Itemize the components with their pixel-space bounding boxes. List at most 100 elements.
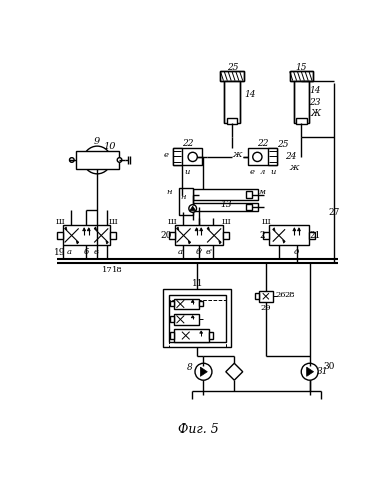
Polygon shape (191, 315, 194, 318)
Bar (259, 291, 273, 302)
Text: в: в (93, 249, 98, 256)
Text: д: д (294, 249, 299, 256)
Bar (269, 226, 309, 246)
Bar (223, 233, 229, 239)
Bar (174, 329, 209, 342)
Bar (57, 233, 63, 239)
Bar (255, 293, 259, 299)
Polygon shape (207, 227, 210, 230)
Bar (76, 151, 119, 169)
Circle shape (195, 363, 212, 380)
Bar (224, 81, 240, 123)
Polygon shape (76, 241, 79, 244)
Bar (175, 226, 223, 246)
Bar (248, 148, 277, 165)
Text: 20: 20 (160, 231, 171, 240)
Text: 11: 11 (192, 279, 203, 288)
Text: 17: 17 (102, 266, 113, 274)
Polygon shape (200, 367, 207, 376)
Text: Ш: Ш (168, 218, 176, 226)
Text: н: н (166, 188, 171, 196)
Bar (246, 204, 252, 210)
Bar (227, 118, 237, 124)
Text: Ж: Ж (290, 164, 299, 172)
Text: 23: 23 (309, 98, 321, 107)
Polygon shape (199, 228, 203, 231)
Bar (263, 233, 269, 239)
Bar (246, 191, 252, 199)
Bar (209, 332, 213, 339)
Text: 21: 21 (310, 231, 321, 240)
Bar (220, 71, 244, 81)
Text: Ш: Ш (222, 218, 230, 226)
Bar (174, 298, 199, 309)
Text: в': в' (206, 249, 213, 256)
Text: 2: 2 (259, 231, 265, 240)
Polygon shape (188, 241, 191, 244)
Text: н: н (181, 193, 186, 201)
Text: л: л (260, 168, 265, 176)
Text: 22: 22 (182, 139, 193, 148)
Text: 13: 13 (221, 200, 232, 209)
Polygon shape (195, 228, 198, 231)
Text: 15: 15 (296, 63, 307, 72)
Text: Ш: Ш (108, 218, 117, 226)
Bar (170, 301, 174, 306)
Text: 8: 8 (187, 363, 192, 372)
Bar (174, 314, 199, 325)
Polygon shape (106, 241, 108, 244)
Circle shape (117, 158, 122, 162)
Text: 31: 31 (317, 367, 329, 376)
Circle shape (188, 152, 197, 162)
Text: 19: 19 (54, 248, 65, 257)
Polygon shape (190, 206, 196, 211)
Polygon shape (283, 240, 285, 243)
Circle shape (253, 152, 262, 162)
Text: б': б' (196, 249, 203, 256)
Circle shape (301, 363, 318, 380)
Bar (199, 301, 203, 306)
Polygon shape (101, 154, 109, 166)
Bar (169, 295, 226, 342)
Text: 25: 25 (227, 63, 239, 72)
Text: Ш: Ш (56, 218, 65, 226)
Bar (163, 289, 231, 347)
Bar (179, 188, 193, 215)
Polygon shape (298, 228, 300, 231)
Circle shape (83, 146, 111, 174)
Polygon shape (177, 227, 179, 230)
Bar (268, 148, 277, 165)
Text: 14: 14 (244, 90, 255, 99)
Text: м: м (258, 188, 265, 196)
Bar (290, 71, 313, 81)
Text: Ж: Ж (233, 151, 242, 159)
Bar (294, 81, 309, 123)
Text: 27: 27 (329, 208, 340, 217)
Bar (170, 316, 174, 322)
Text: е: е (249, 168, 255, 176)
Text: Фиг. 5: Фиг. 5 (178, 423, 219, 436)
Text: Ж: Ж (310, 109, 320, 118)
Polygon shape (86, 154, 94, 166)
Circle shape (69, 158, 74, 162)
Text: е: е (164, 151, 169, 159)
Polygon shape (199, 331, 203, 333)
Bar (193, 203, 258, 211)
Bar (173, 148, 202, 165)
Text: б: б (84, 249, 89, 256)
Polygon shape (307, 367, 314, 376)
Circle shape (189, 205, 197, 213)
Text: 14: 14 (309, 86, 321, 95)
Text: 10: 10 (103, 142, 116, 151)
Bar (63, 226, 109, 246)
Text: 22: 22 (257, 139, 268, 148)
Text: 29: 29 (260, 304, 271, 312)
Text: 30: 30 (323, 362, 335, 371)
Bar (296, 118, 307, 124)
Text: и: и (270, 168, 275, 176)
Text: а: а (67, 249, 72, 256)
Bar (169, 300, 226, 347)
Bar (193, 189, 258, 200)
Polygon shape (273, 228, 275, 231)
Polygon shape (191, 300, 194, 302)
